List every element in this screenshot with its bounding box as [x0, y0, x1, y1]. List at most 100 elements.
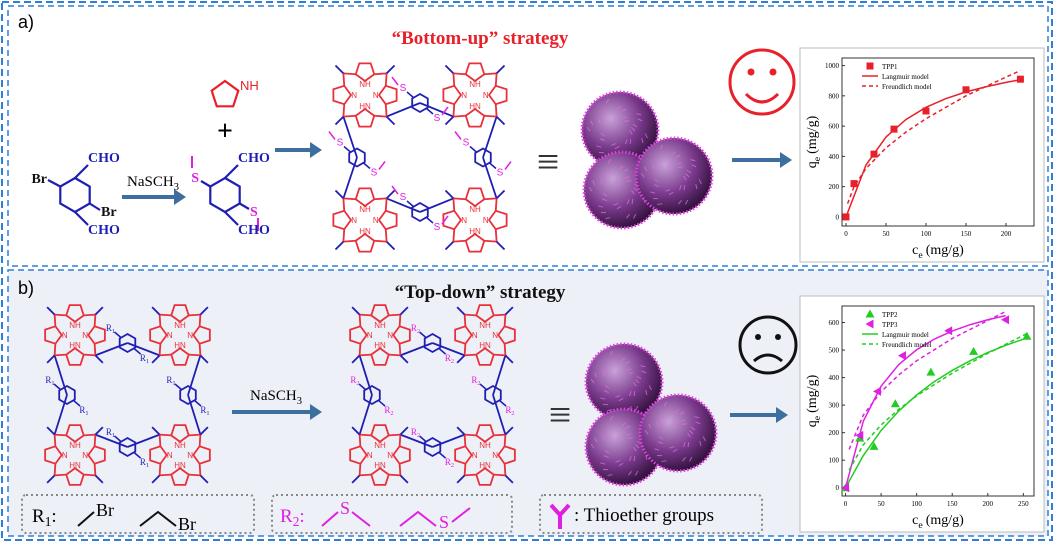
atom-label: N: [483, 91, 489, 100]
bond: [496, 198, 497, 210]
bond: [389, 475, 401, 476]
bond: [505, 315, 506, 327]
bond: [465, 355, 477, 356]
y-axis-label-unit: (mg/g): [805, 374, 820, 412]
data-point: [843, 213, 850, 220]
bond: [84, 475, 96, 476]
bond: [453, 198, 454, 210]
bond: [386, 104, 387, 116]
key-label-sub: 1: [45, 514, 52, 529]
data-point: [851, 180, 858, 187]
bond: [484, 241, 496, 242]
substituent-sub: 2: [451, 462, 454, 469]
bond: [189, 475, 201, 476]
bond: [505, 435, 506, 447]
atom-label: N: [187, 451, 193, 460]
bond: [494, 435, 506, 436]
bond: [55, 315, 56, 327]
particle-texture: [632, 199, 633, 204]
atom-label: CHO: [88, 223, 120, 238]
legend-label: Freundlich model: [882, 83, 932, 91]
bond: [386, 198, 387, 210]
bond: [494, 315, 506, 316]
atom-label: NH: [479, 321, 491, 330]
bond: [374, 198, 386, 199]
bond: [160, 315, 172, 316]
figure: a) “Bottom-up” strategy b) “Top-down” st…: [0, 0, 1054, 542]
particle: [640, 395, 716, 471]
y-tick-label: 600: [829, 319, 840, 327]
bond: [453, 73, 454, 85]
x-tick-label: 0: [844, 230, 848, 238]
bond: [160, 344, 161, 356]
substituent-sub: 2: [417, 432, 420, 439]
substituent-sub: 2: [390, 410, 393, 417]
atom-label: N: [387, 331, 393, 340]
bond: [453, 116, 465, 117]
y-tick-label: 0: [836, 213, 840, 221]
atom-label: NH: [374, 441, 386, 450]
atom-label: HN: [469, 102, 481, 111]
legend-marker: [867, 63, 874, 70]
bond: [465, 435, 466, 447]
atom-label: CHO: [238, 223, 270, 238]
y-axis-label-main: q: [805, 420, 820, 427]
atom-label: N: [492, 451, 498, 460]
particle: [636, 138, 712, 214]
bond: [55, 435, 56, 447]
atom-label: NH: [479, 441, 491, 450]
group-label: Br: [96, 500, 114, 520]
substituent-sub: 2: [417, 328, 420, 335]
y-tick-label: 200: [829, 429, 840, 437]
atom-label: HN: [469, 227, 481, 236]
x-tick-label: 200: [1001, 230, 1012, 238]
y-tick-label: 300: [829, 402, 840, 410]
bond: [95, 344, 96, 356]
key-label-suffix: :: [51, 506, 56, 527]
y-tick-label: 100: [829, 457, 840, 465]
bond: [484, 73, 496, 74]
bond: [55, 435, 67, 436]
substituent-sub: 1: [206, 410, 209, 417]
bond: [343, 198, 355, 199]
data-point: [963, 86, 970, 93]
atom-label: Br: [31, 172, 47, 187]
bond: [386, 73, 387, 85]
bond: [200, 435, 201, 447]
atom-label: N: [492, 331, 498, 340]
bond: [84, 435, 96, 436]
bond: [374, 241, 386, 242]
bond: [496, 73, 497, 85]
eye: [770, 69, 777, 76]
atom-label: N: [461, 91, 467, 100]
atom-label: HN: [174, 461, 186, 470]
bond: [496, 229, 497, 241]
atom-label: NH: [469, 205, 481, 214]
particle-texture: [626, 181, 631, 182]
atom-label: HN: [359, 102, 371, 111]
substituent-sub: 1: [112, 432, 115, 439]
panel-label: b): [18, 278, 34, 298]
bond: [360, 475, 372, 476]
y-axis-label-sub: e: [812, 415, 823, 420]
bond: [465, 315, 477, 316]
bond: [95, 464, 96, 476]
x-tick-label: 200: [983, 500, 994, 508]
y-tick-label: 0: [836, 484, 840, 492]
bond: [505, 464, 506, 476]
bond: [374, 116, 386, 117]
bond: [200, 344, 201, 356]
bond: [343, 116, 355, 117]
bond: [189, 435, 201, 436]
substituent-sub: 2: [451, 358, 454, 365]
group-label: S: [439, 512, 449, 532]
particle-texture: [682, 424, 687, 425]
bond: [465, 315, 466, 327]
atom-label: N: [472, 451, 478, 460]
bond: [389, 315, 401, 316]
bond: [189, 355, 201, 356]
bond: [453, 104, 454, 116]
group-label: Br: [178, 514, 196, 534]
reagent-sub: 3: [297, 396, 302, 407]
